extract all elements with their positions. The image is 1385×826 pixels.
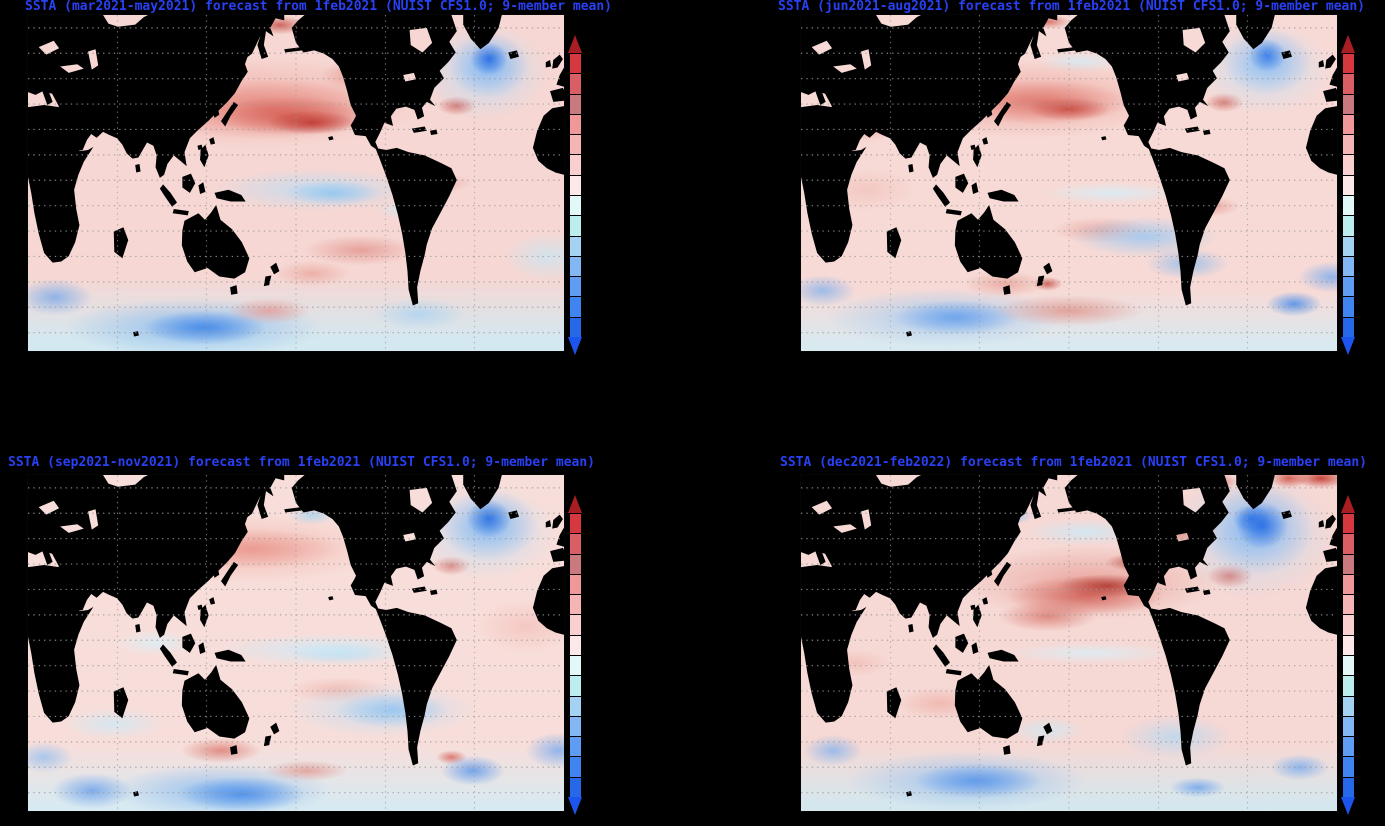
colorbar-segment bbox=[569, 614, 582, 635]
colorbar-arrow-down bbox=[1341, 336, 1355, 355]
colorbar-segment bbox=[1342, 573, 1355, 595]
colorbar-segment bbox=[1342, 154, 1355, 175]
map-overlay-mam bbox=[28, 15, 564, 351]
colorbar-arrow-up bbox=[1341, 495, 1355, 513]
colorbar-segment bbox=[1342, 756, 1355, 777]
colorbar-arrow-up bbox=[568, 495, 582, 513]
colorbar-segment bbox=[569, 594, 582, 615]
map-overlay-djf bbox=[801, 475, 1337, 811]
colorbar-segment bbox=[1342, 654, 1355, 676]
ssta-map-jja bbox=[800, 14, 1338, 352]
colorbar-segment bbox=[1342, 174, 1355, 195]
colorbar-segment bbox=[569, 296, 582, 317]
colorbar-segment bbox=[569, 215, 582, 236]
colorbar-segment bbox=[569, 154, 582, 175]
colorbar-arrow-down bbox=[568, 336, 582, 355]
colorbar-segment bbox=[569, 533, 582, 554]
colorbar-son bbox=[568, 495, 582, 815]
ssta-map-mam bbox=[27, 14, 565, 352]
colorbar-segment bbox=[1342, 594, 1355, 615]
colorbar-segment bbox=[1342, 215, 1355, 236]
colorbar-segment bbox=[1342, 255, 1355, 277]
colorbar-segment bbox=[1342, 675, 1355, 696]
colorbar-segment bbox=[1342, 235, 1355, 256]
colorbar-segment bbox=[1342, 53, 1355, 74]
colorbar-segment bbox=[1342, 276, 1355, 297]
colorbar-segment bbox=[569, 235, 582, 256]
panel-title-jja: SSTA (jun2021-aug2021) forecast from 1fe… bbox=[778, 0, 1365, 14]
colorbar-segment bbox=[1342, 113, 1355, 135]
colorbar-segment bbox=[1342, 634, 1355, 655]
colorbar-segment bbox=[569, 174, 582, 195]
colorbar-segment bbox=[569, 113, 582, 135]
colorbar-segment bbox=[569, 255, 582, 277]
colorbar-segment bbox=[569, 73, 582, 94]
colorbar-segment bbox=[1342, 194, 1355, 216]
colorbar-djf bbox=[1341, 495, 1355, 815]
colorbar-segment bbox=[1342, 296, 1355, 317]
colorbar-segment bbox=[569, 134, 582, 155]
colorbar-segment bbox=[1342, 316, 1355, 337]
colorbar-segment bbox=[569, 194, 582, 216]
colorbar-segment bbox=[1342, 736, 1355, 757]
colorbar-segment bbox=[1342, 93, 1355, 114]
colorbar-segment bbox=[1342, 553, 1355, 574]
colorbar-arrow-up bbox=[568, 35, 582, 53]
colorbar-mam bbox=[568, 35, 582, 355]
colorbar-segment bbox=[569, 715, 582, 737]
colorbar-arrow-down bbox=[1341, 796, 1355, 815]
colorbar-segment bbox=[569, 776, 582, 797]
colorbar-arrow-down bbox=[568, 796, 582, 815]
colorbar-jja bbox=[1341, 35, 1355, 355]
colorbar-segment bbox=[569, 53, 582, 74]
colorbar-segment bbox=[569, 316, 582, 337]
colorbar-segment bbox=[569, 573, 582, 595]
colorbar-segment bbox=[569, 695, 582, 716]
ssta-map-djf bbox=[800, 474, 1338, 812]
colorbar-segment bbox=[569, 93, 582, 114]
colorbar-segment bbox=[569, 276, 582, 297]
colorbar-segment bbox=[569, 654, 582, 676]
colorbar-segment bbox=[569, 756, 582, 777]
colorbar-segment bbox=[1342, 73, 1355, 94]
colorbar-segment bbox=[1342, 513, 1355, 534]
colorbar-arrow-up bbox=[1341, 35, 1355, 53]
map-overlay-jja bbox=[801, 15, 1337, 351]
panel-title-djf: SSTA (dec2021-feb2022) forecast from 1fe… bbox=[780, 455, 1367, 470]
colorbar-segment bbox=[1342, 695, 1355, 716]
map-overlay-son bbox=[28, 475, 564, 811]
colorbar-segment bbox=[1342, 614, 1355, 635]
colorbar-segment bbox=[1342, 134, 1355, 155]
colorbar-segment bbox=[1342, 715, 1355, 737]
panel-title-mam: SSTA (mar2021-may2021) forecast from 1fe… bbox=[25, 0, 612, 14]
ssta-map-son bbox=[27, 474, 565, 812]
colorbar-segment bbox=[569, 513, 582, 534]
colorbar-segment bbox=[569, 736, 582, 757]
colorbar-segment bbox=[569, 634, 582, 655]
colorbar-segment bbox=[1342, 776, 1355, 797]
colorbar-segment bbox=[569, 675, 582, 696]
colorbar-segment bbox=[569, 553, 582, 574]
colorbar-segment bbox=[1342, 533, 1355, 554]
panel-title-son: SSTA (sep2021-nov2021) forecast from 1fe… bbox=[8, 455, 595, 470]
